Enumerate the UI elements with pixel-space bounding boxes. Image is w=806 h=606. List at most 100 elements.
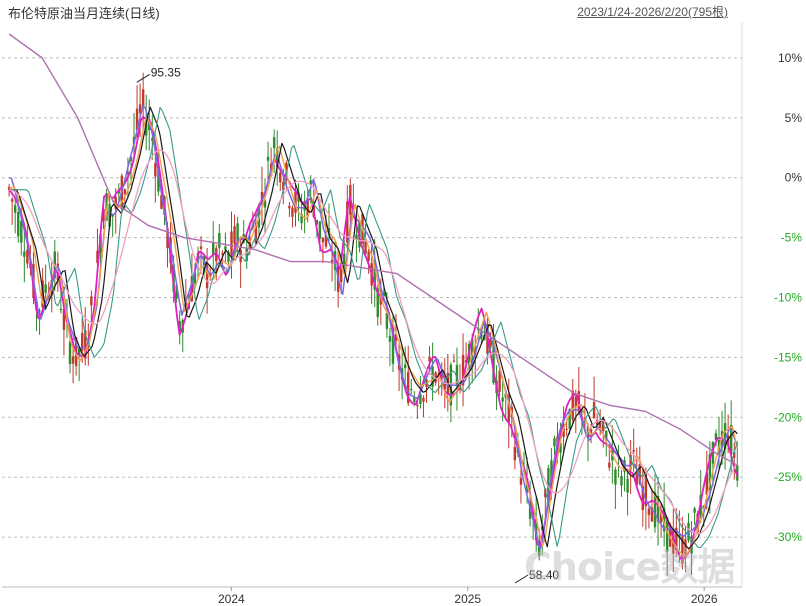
candle-body: [693, 508, 696, 513]
candle-body: [669, 525, 672, 547]
candle-body: [44, 284, 47, 293]
candle-body: [330, 259, 334, 264]
candle-body: [641, 486, 645, 511]
candle-body: [364, 239, 367, 254]
candle-body: [339, 270, 343, 283]
candle-body: [309, 180, 312, 185]
candle-body: [208, 273, 212, 277]
candle-body: [144, 120, 148, 136]
candle-body: [620, 476, 623, 486]
candle-body: [68, 341, 72, 365]
candle-body: [410, 388, 413, 391]
ma-line-purple: [8, 33, 738, 466]
y-tick-label: -15%: [774, 350, 802, 364]
candle-body: [300, 214, 303, 224]
chart-title: 布伦特原油当月连续(日线): [8, 6, 160, 21]
candle-body: [385, 312, 389, 329]
candle-body: [154, 163, 157, 177]
ma-line-blue: [8, 104, 739, 551]
candle-body: [294, 191, 297, 213]
candle-body: [50, 280, 53, 296]
candle-body: [151, 138, 154, 141]
candle-body: [282, 181, 285, 191]
candle-body: [324, 235, 328, 247]
candle-body: [23, 251, 26, 257]
candle-body: [17, 212, 20, 237]
candle-body: [245, 248, 248, 261]
low-annotation: 58.40: [529, 568, 559, 582]
candle-body: [266, 156, 270, 161]
candle-body: [507, 395, 510, 423]
candle-body: [708, 454, 712, 491]
candle-body: [644, 473, 648, 507]
candle-body: [598, 422, 602, 431]
candle-body: [513, 446, 517, 461]
candle-body: [81, 333, 84, 351]
candle-body: [178, 321, 181, 331]
x-tick-label: 2024: [218, 592, 245, 606]
candle-body: [135, 108, 139, 131]
candle-body: [629, 455, 632, 470]
candle-body: [419, 394, 422, 404]
y-tick-label: -5%: [781, 231, 803, 245]
candle-body: [108, 204, 111, 227]
candle-body: [626, 478, 629, 493]
candle-body: [160, 195, 163, 209]
candle-body: [623, 460, 626, 472]
candle-body: [608, 462, 611, 468]
candle-body: [413, 397, 416, 402]
candle-body: [41, 280, 44, 308]
candle-body: [580, 410, 584, 412]
candle-body: [452, 360, 456, 362]
ma-line-teal: [9, 106, 738, 549]
x-tick-label: 2026: [691, 592, 718, 606]
candle-body: [437, 373, 440, 375]
candle-body: [498, 371, 501, 392]
candle-body: [221, 253, 224, 255]
candle-body: [726, 435, 730, 446]
candle-body: [388, 335, 392, 342]
candle-body: [407, 371, 410, 403]
candle-body: [175, 284, 178, 299]
candle-body: [157, 170, 160, 192]
y-tick-label: -25%: [774, 470, 802, 484]
candle-body: [279, 172, 282, 183]
candle-body: [13, 205, 17, 213]
candle-body: [59, 308, 63, 311]
candle-body: [123, 189, 127, 195]
candle-body: [547, 468, 550, 502]
candle-body: [544, 488, 547, 498]
candle-body: [605, 430, 608, 441]
candle-body: [455, 365, 459, 387]
candle-body: [166, 228, 169, 249]
candle-body: [254, 222, 258, 244]
candle-body: [736, 465, 739, 481]
candle-body: [126, 171, 130, 175]
y-tick-label: -20%: [774, 410, 802, 424]
candle-body: [681, 536, 684, 564]
candle-body: [26, 249, 29, 264]
candle-body: [571, 390, 574, 420]
candle-body: [379, 293, 382, 305]
candle-body: [592, 402, 596, 419]
candle-body: [519, 478, 523, 485]
candle-body: [647, 508, 651, 516]
candle-body: [318, 221, 322, 239]
candle-body: [38, 310, 41, 312]
candle-body: [723, 423, 727, 450]
annotation-arrow: [514, 574, 529, 584]
candle-body: [346, 201, 349, 243]
candle-body: [117, 190, 120, 194]
candle-body: [315, 219, 319, 225]
candle-body: [306, 200, 309, 217]
candle-body: [443, 381, 446, 390]
candle-body: [635, 473, 638, 486]
candle-body: [373, 262, 376, 290]
candle-body: [288, 205, 291, 209]
candle-body: [129, 156, 133, 162]
candle-body: [355, 234, 358, 240]
candle-body: [568, 408, 571, 429]
y-tick-label: 5%: [785, 111, 803, 125]
candle-body: [7, 187, 11, 191]
